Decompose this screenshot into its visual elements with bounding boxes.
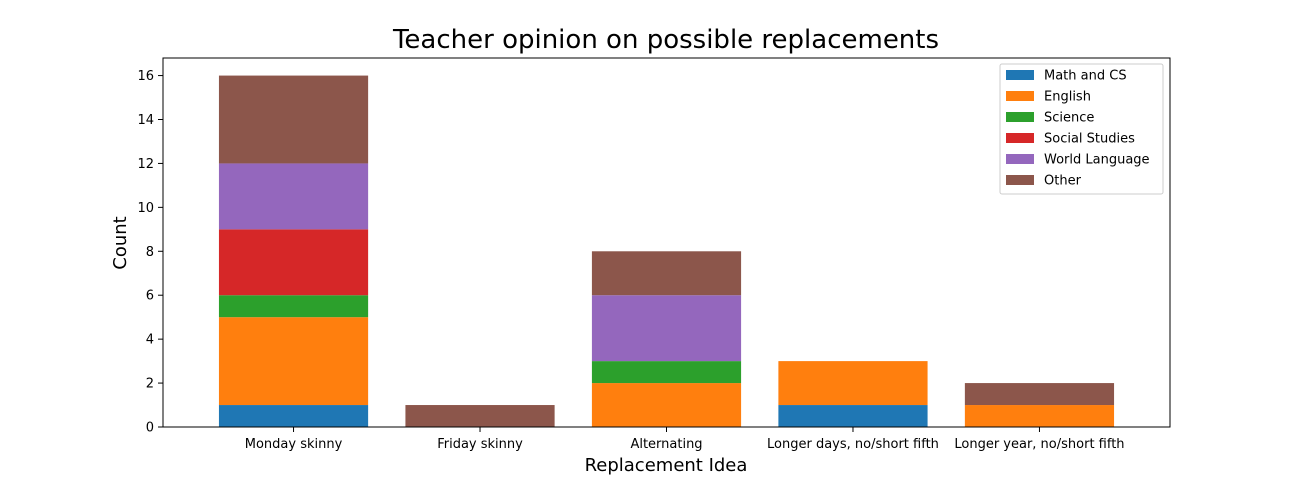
legend-swatch	[1006, 133, 1034, 143]
bar-segment	[218, 75, 369, 164]
legend-label: Other	[1044, 174, 1082, 189]
legend-swatch	[1006, 112, 1034, 122]
y-tick-label: 16	[137, 69, 154, 84]
legend-label: English	[1044, 90, 1091, 105]
y-tick-label: 0	[146, 421, 154, 436]
x-axis: Monday skinny Friday skinny Alternating Lon…	[245, 427, 1125, 452]
bar-segment	[778, 361, 928, 406]
legend: Math and CS English Science Social Studies W…	[999, 63, 1164, 195]
bar-segment	[218, 295, 369, 318]
bar-segment	[964, 383, 1115, 406]
y-axis: 0 2 4 6 8 10 12 14 16	[137, 69, 163, 436]
legend-label: Social Studies	[1044, 132, 1135, 147]
bar-segment	[591, 295, 742, 362]
bars-group	[218, 75, 1115, 427]
legend-swatch	[1006, 154, 1034, 164]
x-tick-label: Monday skinny	[245, 437, 343, 452]
legend-label: Science	[1044, 111, 1094, 126]
bar-segment	[405, 405, 555, 427]
legend-swatch	[1006, 175, 1034, 185]
y-tick-label: 8	[146, 245, 154, 260]
bar-segment	[218, 163, 369, 230]
y-tick-label: 2	[146, 377, 154, 392]
legend-box	[999, 63, 1164, 195]
x-tick-label: Longer year, no/short fifth	[954, 437, 1124, 452]
x-tick-label: Longer days, no/short fifth	[767, 437, 939, 452]
y-tick-label: 12	[137, 157, 154, 172]
x-axis-label: Replacement Idea	[585, 455, 748, 476]
legend-label: World Language	[1044, 153, 1150, 168]
legend-label: Math and CS	[1044, 69, 1127, 84]
y-tick-label: 14	[137, 113, 154, 128]
x-tick-label: Alternating	[630, 437, 702, 452]
bar-segment	[218, 317, 369, 406]
bar-segment	[591, 383, 742, 427]
y-tick-label: 10	[137, 201, 154, 216]
bar-segment	[218, 229, 369, 296]
bar-segment	[964, 405, 1115, 427]
bar-segment	[218, 405, 369, 427]
x-tick-label: Friday skinny	[437, 437, 523, 452]
bar-segment	[591, 361, 742, 384]
bar-segment	[778, 405, 928, 427]
legend-swatch	[1006, 91, 1034, 101]
y-axis-label: Count	[110, 216, 131, 269]
y-tick-label: 4	[146, 333, 154, 348]
legend-swatch	[1006, 70, 1034, 80]
bar-segment	[591, 251, 742, 296]
y-tick-label: 6	[146, 289, 154, 304]
chart-title: Teacher opinion on possible replacements	[392, 25, 939, 55]
